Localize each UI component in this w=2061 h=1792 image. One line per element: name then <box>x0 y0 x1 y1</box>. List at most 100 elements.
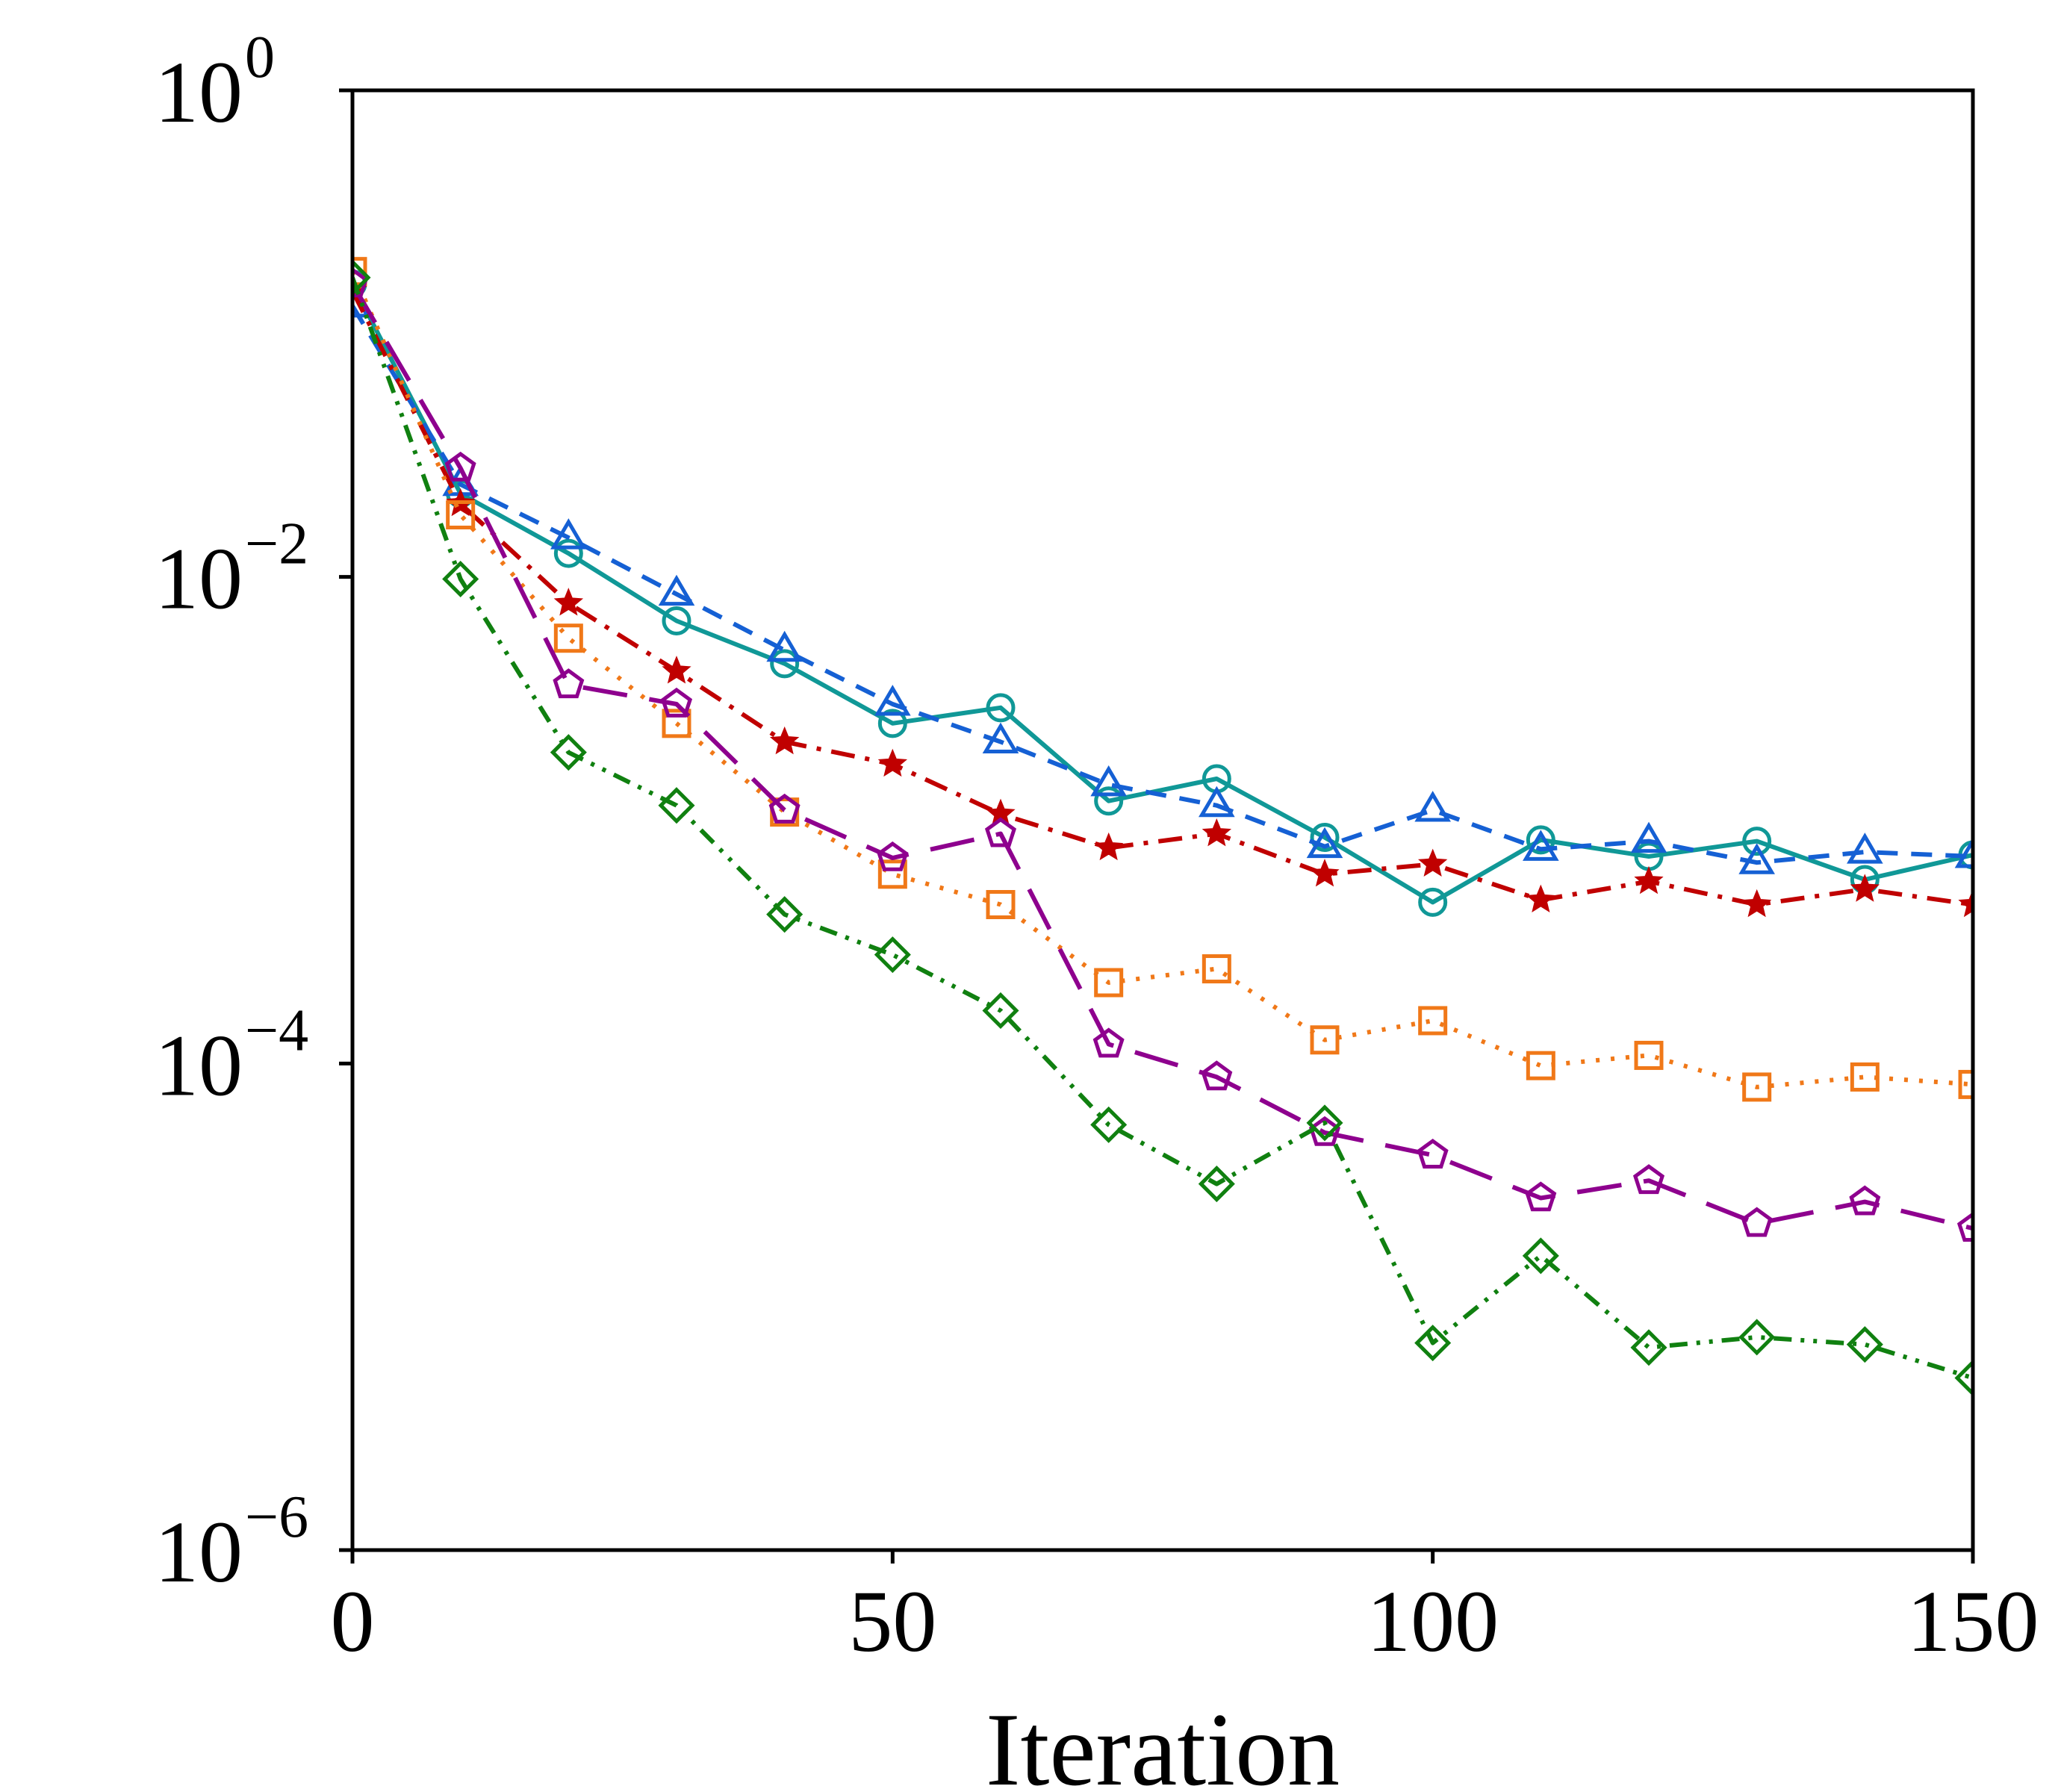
data-point-triangle-dashed-blue-20 <box>550 518 587 550</box>
data-point-star-dashdot-red-110 <box>1526 884 1556 913</box>
data-point-diamond-dashdotdot-green-40 <box>766 896 803 933</box>
data-point-square-dotted-orange-50 <box>877 859 907 889</box>
data-point-square-dotted-orange-110 <box>1526 1051 1555 1080</box>
data-point-star-dashdot-red-100 <box>1417 848 1448 877</box>
data-point-square-dotted-orange-120 <box>1634 1040 1664 1070</box>
x-tick-label: 0 <box>331 1572 375 1670</box>
data-point-diamond-dashdotdot-green-70 <box>1090 1106 1128 1143</box>
data-point-triangle-dashed-blue-50 <box>874 685 911 716</box>
data-point-star-dashdot-red-140 <box>1850 874 1880 902</box>
data-point-triangle-dashed-blue-90 <box>1306 827 1343 859</box>
data-point-pentagon-longdash-purple-20 <box>553 668 585 699</box>
data-point-star-dashdot-red-70 <box>1093 832 1124 861</box>
data-point-triangle-dashed-blue-70 <box>1090 765 1127 797</box>
data-point-pentagon-longdash-purple-100 <box>1417 1139 1449 1169</box>
data-point-pentagon-longdash-purple-120 <box>1632 1164 1665 1195</box>
series-line-star-dashdot-red <box>352 290 1973 907</box>
data-point-circle-solid-teal-130 <box>1742 827 1772 856</box>
data-point-square-dotted-orange-80 <box>1202 954 1231 984</box>
x-tick-label: 50 <box>848 1572 936 1670</box>
data-point-star-dashdot-red-20 <box>553 588 584 616</box>
data-point-triangle-dashed-blue-60 <box>982 722 1019 754</box>
data-point-diamond-dashdotdot-green-100 <box>1414 1325 1452 1362</box>
data-point-triangle-dashed-blue-80 <box>1199 785 1235 818</box>
data-point-diamond-dashdotdot-green-90 <box>1306 1104 1343 1142</box>
data-point-diamond-dashdotdot-green-30 <box>658 787 695 824</box>
y-tick-label-base: 10 <box>155 530 243 628</box>
data-point-circle-solid-teal-100 <box>1418 887 1448 917</box>
plot-frame <box>350 88 1975 1552</box>
data-point-circle-solid-teal-60 <box>986 693 1016 723</box>
data-point-pentagon-longdash-purple-150 <box>1956 1212 1973 1242</box>
data-point-pentagon-longdash-purple-0 <box>352 267 369 298</box>
axes-layer <box>350 88 1975 1552</box>
data-point-diamond-dashdotdot-green-120 <box>1630 1329 1667 1366</box>
data-point-triangle-dashed-blue-120 <box>1630 821 1667 853</box>
data-point-star-dashdot-red-30 <box>662 656 691 684</box>
data-point-diamond-dashdotdot-green-140 <box>1846 1326 1883 1363</box>
data-point-square-dotted-orange-70 <box>1094 968 1124 998</box>
data-point-star-dashdot-red-120 <box>1634 865 1664 895</box>
data-point-diamond-dashdotdot-green-10 <box>442 560 479 598</box>
data-point-star-dashdot-red-150 <box>1958 889 1973 918</box>
data-point-triangle-dashed-blue-40 <box>766 630 803 662</box>
data-point-circle-solid-teal-40 <box>770 649 800 679</box>
data-point-circle-solid-teal-90 <box>1310 822 1340 852</box>
data-point-circle-solid-teal-20 <box>553 538 583 568</box>
data-point-square-dotted-orange-20 <box>553 623 583 653</box>
data-point-diamond-dashdotdot-green-110 <box>1522 1237 1559 1275</box>
data-point-star-dashdot-red-90 <box>1310 859 1340 887</box>
data-point-pentagon-longdash-purple-140 <box>1849 1185 1881 1216</box>
data-point-square-dotted-orange-90 <box>1310 1025 1340 1055</box>
x-tick-label: 100 <box>1367 1572 1499 1670</box>
data-point-pentagon-longdash-purple-130 <box>1741 1207 1773 1237</box>
data-point-diamond-dashdotdot-green-80 <box>1198 1166 1235 1203</box>
data-point-pentagon-longdash-purple-10 <box>444 451 476 482</box>
data-point-triangle-dashed-blue-30 <box>658 574 695 606</box>
data-point-diamond-dashdotdot-green-50 <box>874 936 911 974</box>
series-layer <box>352 257 1973 1396</box>
y-tick-label-exponent: −6 <box>245 1484 308 1550</box>
data-point-circle-solid-teal-110 <box>1526 825 1555 855</box>
data-point-triangle-dashed-blue-100 <box>1414 791 1451 822</box>
data-point-square-dotted-orange-0 <box>352 257 367 287</box>
data-point-pentagon-longdash-purple-40 <box>768 793 801 824</box>
y-tick-label-exponent: −2 <box>245 511 308 577</box>
data-point-pentagon-longdash-purple-30 <box>660 687 693 718</box>
data-point-pentagon-longdash-purple-50 <box>877 841 909 871</box>
y-tick-label-exponent: 0 <box>245 25 275 90</box>
data-point-triangle-dashed-blue-140 <box>1847 833 1883 864</box>
series-line-diamond-dashdotdot-green <box>352 276 1973 1381</box>
data-point-pentagon-longdash-purple-70 <box>1092 1027 1125 1058</box>
x-axis-label: Iteration <box>986 1692 1340 1792</box>
data-point-star-dashdot-red-50 <box>877 748 908 777</box>
data-point-square-dotted-orange-100 <box>1418 1006 1448 1036</box>
y-tick-label-base: 10 <box>155 1016 243 1114</box>
y-tick-label-exponent: −4 <box>245 998 308 1063</box>
data-point-pentagon-longdash-purple-60 <box>984 817 1017 847</box>
series-line-pentagon-longdash-purple <box>352 282 1973 1231</box>
data-point-square-dotted-orange-60 <box>986 889 1016 919</box>
data-point-diamond-dashdotdot-green-60 <box>982 992 1019 1030</box>
data-point-pentagon-longdash-purple-110 <box>1525 1181 1557 1212</box>
data-point-triangle-dashed-blue-130 <box>1738 843 1775 874</box>
data-point-square-dotted-orange-30 <box>662 709 691 738</box>
data-point-square-dotted-orange-10 <box>446 500 476 529</box>
data-point-circle-solid-teal-70 <box>1094 786 1124 816</box>
series-square-dotted-orange <box>352 257 1973 1102</box>
data-point-triangle-dashed-blue-110 <box>1523 830 1559 861</box>
series-line-circle-solid-teal <box>352 282 1973 905</box>
x-tick-label: 150 <box>1907 1572 2039 1670</box>
data-point-pentagon-longdash-purple-80 <box>1201 1060 1233 1091</box>
data-point-star-dashdot-red-80 <box>1202 818 1232 847</box>
data-point-circle-solid-teal-50 <box>877 709 907 738</box>
data-point-diamond-dashdotdot-green-150 <box>1954 1359 1973 1396</box>
data-point-diamond-dashdotdot-green-130 <box>1738 1319 1776 1356</box>
data-point-triangle-dashed-blue-150 <box>1954 837 1973 868</box>
series-line-triangle-dashed-blue <box>352 305 1973 865</box>
data-point-circle-solid-teal-30 <box>662 606 691 635</box>
y-tick-label-base: 10 <box>155 43 243 141</box>
data-point-square-dotted-orange-130 <box>1742 1072 1772 1102</box>
y-tick-label-base: 10 <box>155 1503 243 1601</box>
data-point-diamond-dashdotdot-green-0 <box>352 259 371 296</box>
